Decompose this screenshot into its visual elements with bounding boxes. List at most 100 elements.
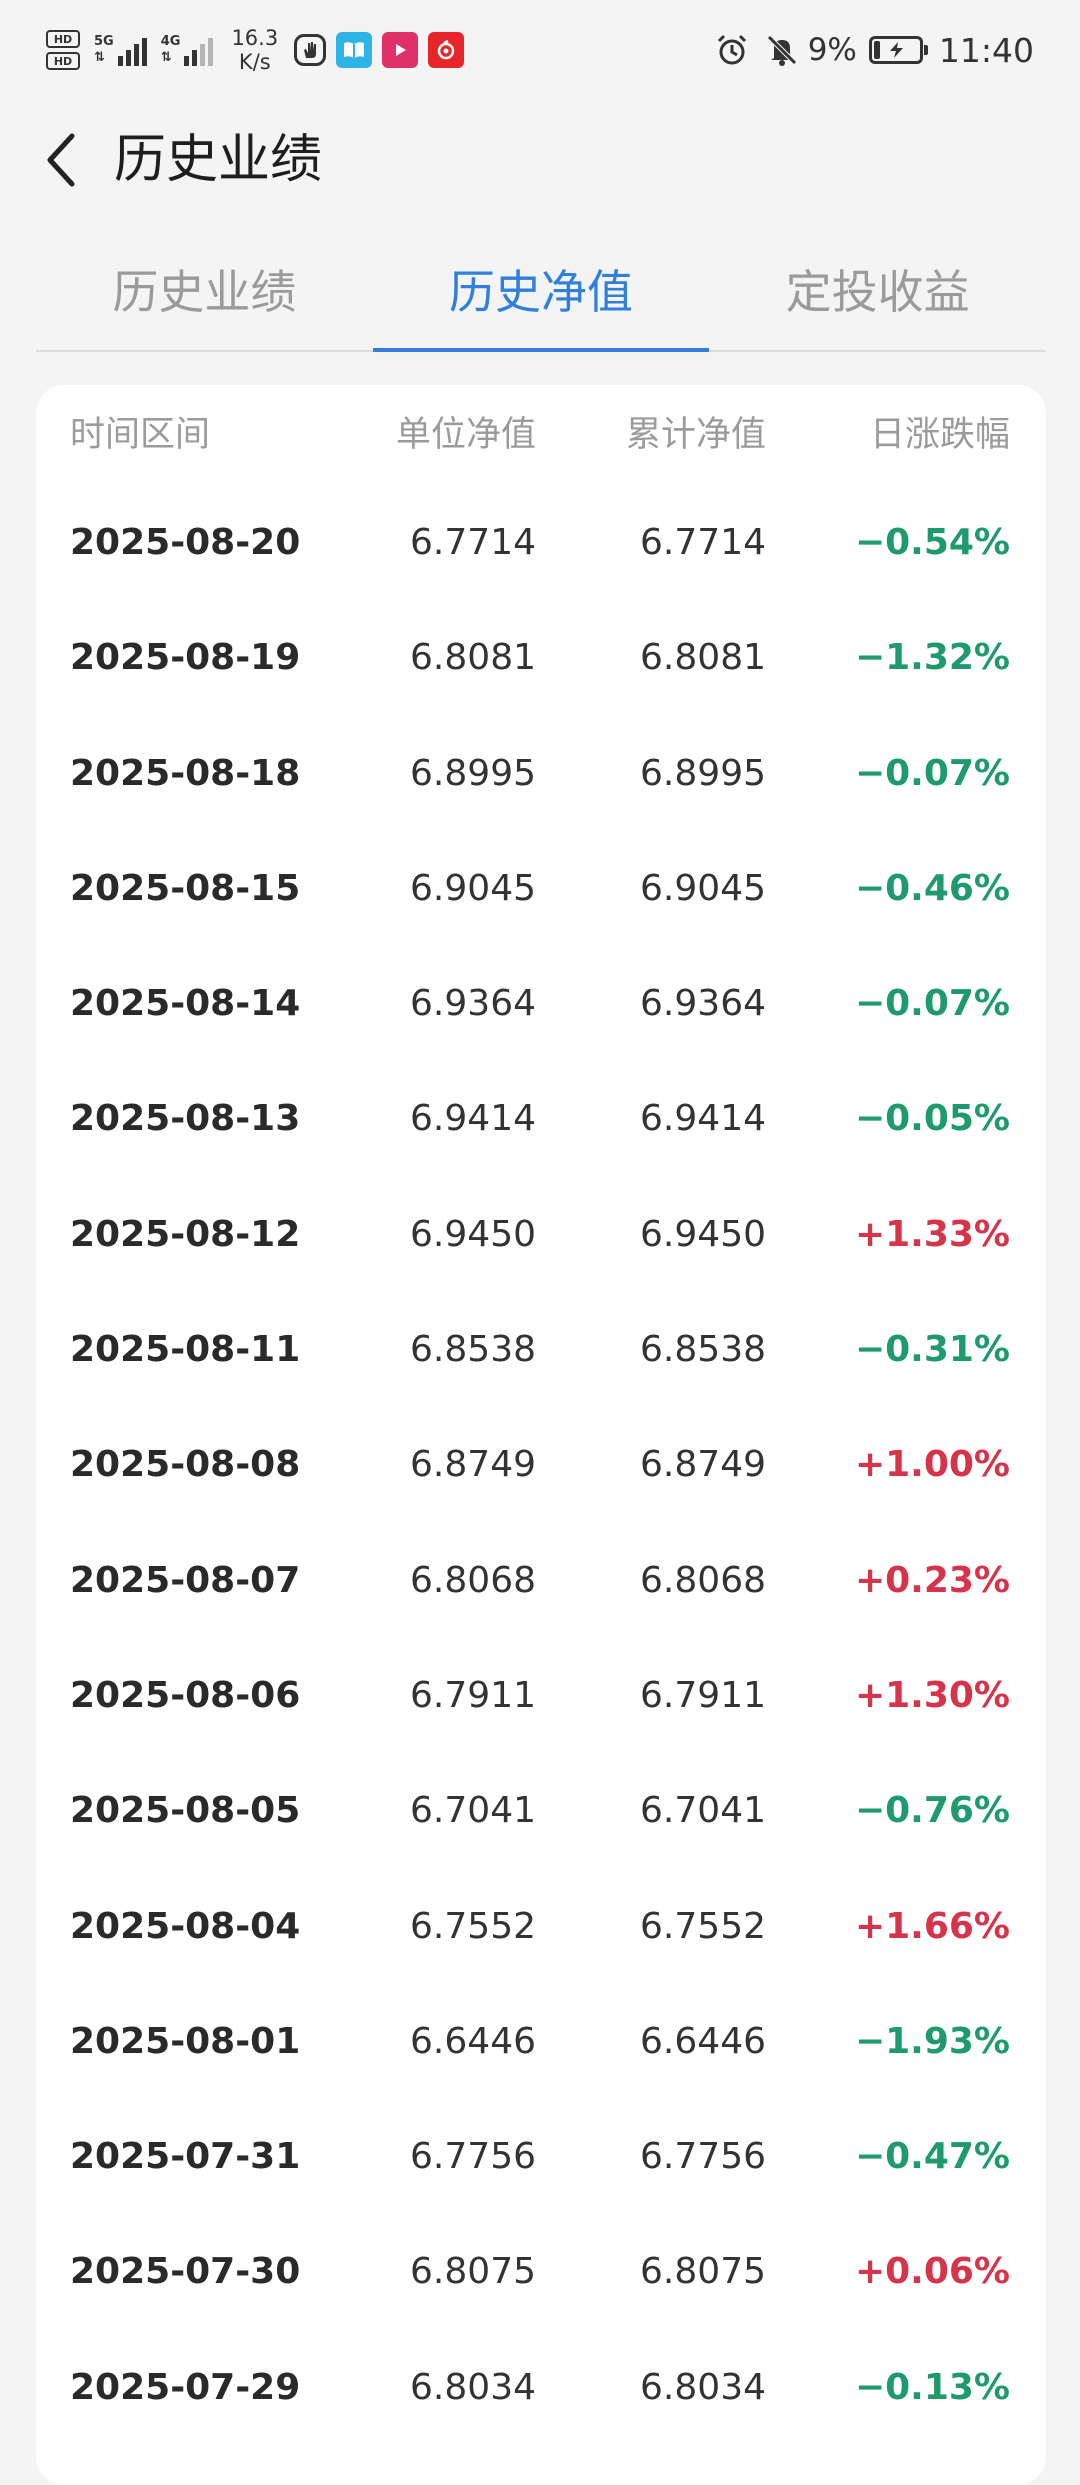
table-row[interactable]: 2025-08-19 6.8081 6.8081 −1.32% [70,600,1010,715]
table-row[interactable]: 2025-08-11 6.8538 6.8538 −0.31% [70,1292,1010,1407]
header-unit-nav: 单位净值 [395,415,536,455]
row-unit-nav: 6.9450 [410,1213,536,1255]
row-unit-nav: 6.7714 [410,522,536,563]
app-header: 历史业绩 [0,110,1080,210]
row-daily-change: −0.54% [854,522,1010,563]
row-unit-nav: 6.9364 [410,983,536,1025]
tab-history-performance[interactable]: 历史业绩 [112,265,297,319]
status-right: 9% 11:40 [714,22,1034,78]
music-app-icon [428,32,465,68]
row-date: 2025-07-29 [70,2366,301,2408]
hd-indicators: HD HD [46,30,80,70]
status-left: HD HD 5G ⇅ 4G ⇅ [46,22,474,78]
network-speed: 16.3 K/s [231,26,278,74]
data-arrows-icon: ⇅ [94,50,105,65]
battery-percent: 9% [807,32,857,68]
header-date: 时间区间 [70,415,211,455]
row-acc-nav: 6.7756 [640,2136,766,2178]
table-row[interactable]: 2025-08-15 6.9045 6.9045 −0.46% [70,831,1010,946]
row-unit-nav: 6.7552 [410,1905,536,1947]
row-date: 2025-08-05 [70,1790,301,1832]
row-daily-change: −1.93% [854,2020,1010,2062]
row-daily-change: +1.00% [854,1444,1010,1486]
page-title: 历史业绩 [114,130,323,190]
row-acc-nav: 6.9414 [640,1098,766,1140]
chevron-left-icon [40,130,80,190]
row-unit-nav: 6.7756 [410,2136,536,2178]
row-unit-nav: 6.8081 [410,637,536,679]
row-daily-change: −0.47% [854,2136,1010,2178]
row-unit-nav: 6.6446 [410,2020,536,2062]
hand-app-icon [294,34,327,66]
row-daily-change: −0.76% [854,1790,1010,1832]
row-date: 2025-08-04 [70,1905,301,1947]
signal-bars-icon [184,34,214,66]
row-acc-nav: 6.8538 [640,1329,766,1371]
table-row[interactable]: 2025-07-29 6.8034 6.8034 −0.13% [70,2330,1010,2445]
hd-badge: HD [46,30,80,48]
data-arrows-icon: ⇅ [160,50,172,65]
row-acc-nav: 6.8995 [640,752,766,794]
table-row[interactable]: 2025-08-20 6.7714 6.7714 −0.54% [70,485,1010,600]
table-row[interactable]: 2025-08-13 6.9414 6.9414 −0.05% [70,1061,1010,1176]
row-date: 2025-08-15 [70,867,301,909]
header-acc-nav: 累计净值 [625,415,766,455]
row-daily-change: +0.06% [854,2251,1010,2293]
row-unit-nav: 6.8034 [410,2366,536,2408]
table-row[interactable]: 2025-08-05 6.7041 6.7041 −0.76% [70,1753,1010,1868]
network-speed-value: 16.3 [231,26,279,50]
back-button[interactable] [30,130,90,190]
row-acc-nav: 6.9364 [640,983,766,1025]
table-row[interactable]: 2025-07-31 6.7756 6.7756 −0.47% [70,2099,1010,2214]
row-daily-change: +1.33% [854,1213,1010,1255]
row-acc-nav: 6.8034 [640,2366,766,2408]
alarm-icon [714,32,750,68]
table-row[interactable]: 2025-08-14 6.9364 6.9364 −0.07% [70,946,1010,1061]
row-daily-change: −0.46% [854,867,1010,909]
row-unit-nav: 6.8068 [410,1559,536,1601]
row-daily-change: −0.07% [854,752,1010,794]
row-acc-nav: 6.8749 [640,1444,766,1486]
row-daily-change: −0.13% [854,2366,1010,2408]
row-unit-nav: 6.9414 [410,1098,536,1140]
nav-table-card: 时间区间 单位净值 累计净值 日涨跌幅 2025-08-20 6.7714 6.77… [36,385,1046,2485]
network-speed-unit: K/s [238,50,271,74]
row-date: 2025-08-12 [70,1213,301,1255]
row-unit-nav: 6.8749 [410,1444,536,1486]
table-row[interactable]: 2025-08-08 6.8749 6.8749 +1.00% [70,1407,1010,1522]
signal-bars-icon [117,34,147,66]
table-row[interactable]: 2025-08-07 6.8068 6.8068 +0.23% [70,1523,1010,1638]
row-date: 2025-08-07 [70,1559,301,1601]
table-row[interactable]: 2025-08-01 6.6446 6.6446 −1.93% [70,1984,1010,2099]
row-date: 2025-07-31 [70,2136,301,2178]
row-daily-change: +1.30% [854,1674,1010,1716]
row-acc-nav: 6.7714 [640,522,766,563]
row-unit-nav: 6.7911 [410,1674,536,1716]
row-acc-nav: 6.7911 [640,1674,766,1716]
table-row[interactable]: 2025-08-06 6.7911 6.7911 +1.30% [70,1638,1010,1753]
row-acc-nav: 6.7041 [640,1790,766,1832]
row-unit-nav: 6.9045 [410,867,536,909]
row-date: 2025-08-14 [70,983,301,1025]
tab-history-nav[interactable]: 历史净值 [372,242,710,352]
row-date: 2025-08-13 [70,1098,301,1140]
table-row[interactable]: 2025-08-04 6.7552 6.7552 +1.66% [70,1869,1010,1984]
row-acc-nav: 6.9450 [640,1213,766,1255]
battery-charging-icon [868,36,928,64]
row-date: 2025-08-18 [70,752,301,794]
table-row[interactable]: 2025-07-30 6.8075 6.8075 +0.06% [70,2214,1010,2329]
row-unit-nav: 6.8075 [410,2251,536,2293]
row-unit-nav: 6.7041 [410,1790,536,1832]
table-row[interactable]: 2025-08-12 6.9450 6.9450 +1.33% [70,1177,1010,1292]
network-type-label: 4G [160,34,181,49]
tab-sip-returns[interactable]: 定投收益 [785,265,970,319]
row-acc-nav: 6.8068 [640,1559,766,1601]
bell-off-icon [764,32,800,68]
book-app-icon [336,32,373,68]
row-date: 2025-08-01 [70,2020,301,2062]
status-bar: HD HD 5G ⇅ 4G ⇅ [0,0,1080,100]
row-acc-nav: 6.8075 [640,2251,766,2293]
signal-5g: 5G ⇅ [94,34,147,66]
row-daily-change: +0.23% [854,1559,1010,1601]
table-row[interactable]: 2025-08-18 6.8995 6.8995 −0.07% [70,716,1010,831]
